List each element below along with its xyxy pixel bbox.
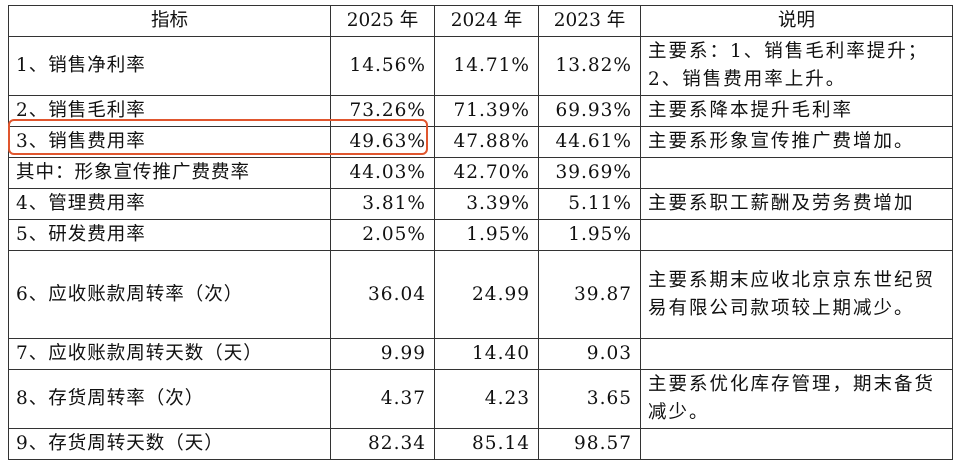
value-cell: 14.40 (434, 338, 539, 370)
indicator-label: 9、存货周转天数（天） (8, 428, 331, 460)
header-cell: 2023 年 (538, 5, 641, 37)
value-cell: 3.39% (434, 188, 539, 220)
table-row: 2、销售毛利率 73.26% 71.39% 69.93% 主要系降本提升毛利率 (8, 95, 953, 127)
table-row: 9、存货周转天数（天） 82.34 85.14 98.57 (8, 428, 953, 460)
table-row: 4、管理费用率 3.81% 3.39% 5.11% 主要系职工薪酬及劳务费增加 (8, 188, 953, 220)
value-cell: 4.37 (330, 369, 435, 429)
table-row: 1、销售净利率 14.56% 14.71% 13.82% 主要系：1、销售毛利率提升；2… (8, 36, 953, 96)
header-cell: 2025 年 (330, 5, 435, 37)
table-row: 6、应收账款周转率（次） 36.04 24.99 39.87 主要系期末应收北京京东世纪… (8, 250, 953, 339)
note-cell (640, 428, 953, 460)
header-cell: 指标 (8, 5, 331, 37)
table-row: 5、研发费用率 2.05% 1.95% 1.95% (8, 219, 953, 251)
value-cell: 5.11% (538, 188, 641, 220)
indicator-label: 1、销售净利率 (8, 36, 331, 96)
value-cell: 36.04 (330, 250, 435, 339)
value-cell: 1.95% (434, 219, 539, 251)
note-cell: 主要系优化库存管理，期末备货减少。 (640, 369, 953, 429)
value-cell: 3.81% (330, 188, 435, 220)
table-row: 7、应收账款周转天数（天） 9.99 14.40 9.03 (8, 338, 953, 370)
value-cell: 47.88% (434, 126, 539, 158)
indicator-label: 7、应收账款周转天数（天） (8, 338, 331, 370)
note-cell (640, 338, 953, 370)
value-cell: 1.95% (538, 219, 641, 251)
value-cell: 14.56% (330, 36, 435, 96)
table-row: 8、存货周转率（次） 4.37 4.23 3.65 主要系优化库存管理，期末备货减少。 (8, 369, 953, 429)
indicator-label: 8、存货周转率（次） (8, 369, 331, 429)
value-cell: 9.99 (330, 338, 435, 370)
value-cell: 13.82% (538, 36, 641, 96)
value-cell: 24.99 (434, 250, 539, 339)
header-row: 指标 2025 年 2024 年 2023 年说明 (8, 5, 953, 37)
indicator-label: 2、销售毛利率 (8, 95, 331, 127)
value-cell: 85.14 (434, 428, 539, 460)
indicator-label: 5、研发费用率 (8, 219, 331, 251)
note-cell: 主要系降本提升毛利率 (640, 95, 953, 127)
value-cell: 44.61% (538, 126, 641, 158)
indicator-table: 指标 2025 年 2024 年 2023 年说明 1、销售净利率 14.56% 14.7… (8, 5, 953, 460)
value-cell: 2.05% (330, 219, 435, 251)
value-cell: 4.23 (434, 369, 539, 429)
value-cell: 82.34 (330, 428, 435, 460)
indicator-label: 3、销售费用率 (8, 126, 331, 158)
note-cell: 主要系职工薪酬及劳务费增加 (640, 188, 953, 220)
table-row: 其中：形象宣传推广费费率 44.03% 42.70% 39.69% (8, 157, 953, 189)
indicator-label: 4、管理费用率 (8, 188, 331, 220)
header-cell: 2024 年 (434, 5, 539, 37)
value-cell: 14.71% (434, 36, 539, 96)
value-cell: 73.26% (330, 95, 435, 127)
value-cell: 3.65 (538, 369, 641, 429)
value-cell: 9.03 (538, 338, 641, 370)
note-cell: 主要系：1、销售毛利率提升；2、销售费用率上升。 (640, 36, 953, 96)
note-cell: 主要系期末应收北京京东世纪贸易有限公司款项较上期减少。 (640, 250, 953, 339)
value-cell: 49.63% (330, 126, 435, 158)
value-cell: 69.93% (538, 95, 641, 127)
header-cell: 说明 (640, 5, 953, 37)
note-cell (640, 219, 953, 251)
value-cell: 39.87 (538, 250, 641, 339)
value-cell: 71.39% (434, 95, 539, 127)
value-cell: 39.69% (538, 157, 641, 189)
value-cell: 42.70% (434, 157, 539, 189)
note-cell: 主要系形象宣传推广费增加。 (640, 126, 953, 158)
table-row: 3、销售费用率 49.63% 47.88% 44.61% 主要系形象宣传推广费增加。 (8, 126, 953, 158)
value-cell: 44.03% (330, 157, 435, 189)
indicator-label: 其中：形象宣传推广费费率 (8, 157, 331, 189)
note-cell (640, 157, 953, 189)
value-cell: 98.57 (538, 428, 641, 460)
indicator-label: 6、应收账款周转率（次） (8, 250, 331, 339)
